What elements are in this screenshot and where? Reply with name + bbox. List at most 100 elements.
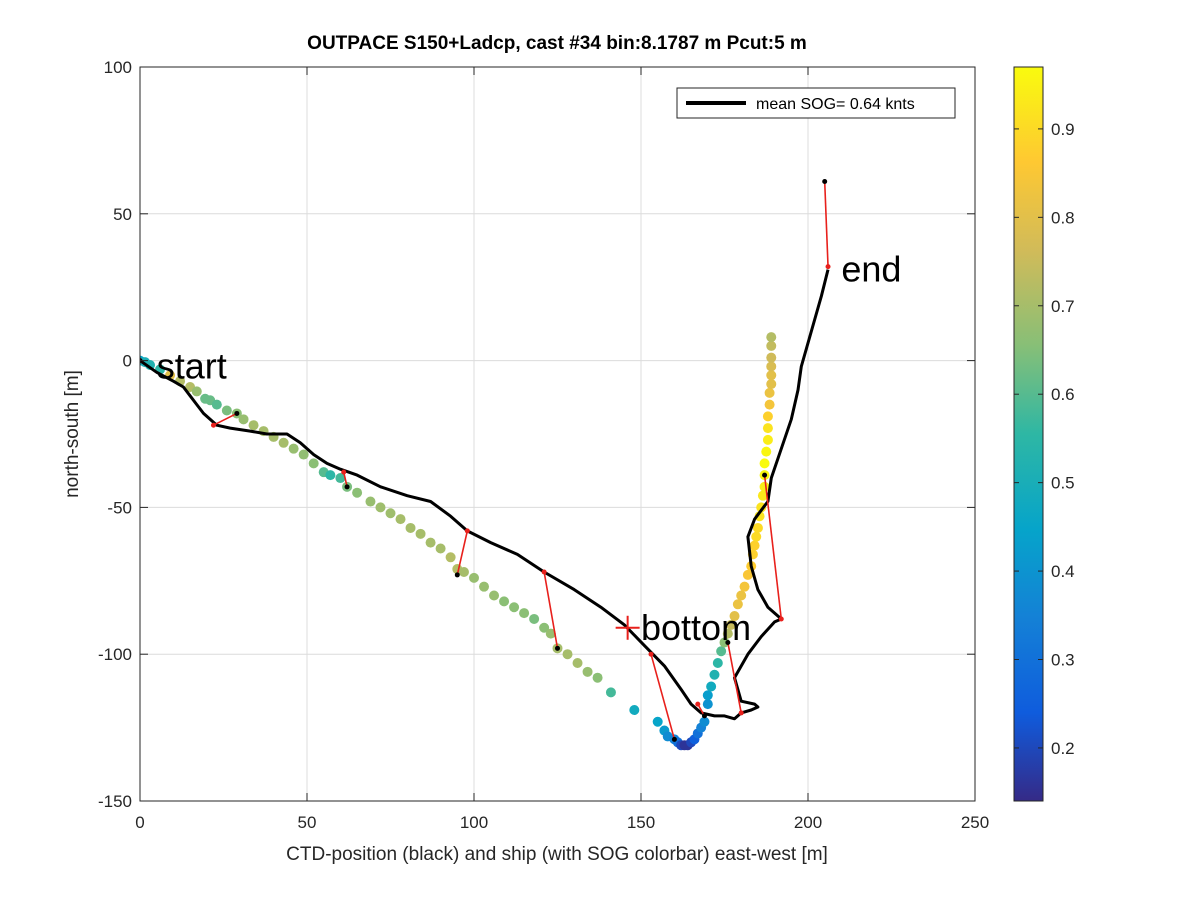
ship-sog-point — [764, 399, 775, 410]
ctd-sample-point — [210, 422, 216, 428]
y-tick-label: 0 — [123, 352, 132, 371]
ship-sog-point — [706, 681, 717, 692]
ship-sog-point — [712, 658, 723, 669]
ship-sample-point — [555, 645, 560, 651]
legend: mean SOG= 0.64 knts — [676, 87, 956, 119]
y-tick-label: 50 — [113, 205, 132, 224]
ship-sog-point — [365, 496, 376, 507]
colorbar-tick-label: 0.7 — [1051, 297, 1075, 316]
ship-sog-point — [308, 458, 319, 469]
ship-sog-point — [766, 352, 777, 363]
ctd-ship-link — [823, 181, 829, 267]
ship-sog-point — [562, 649, 573, 660]
ship-sog-point — [766, 379, 777, 390]
ship-sog-point — [458, 566, 469, 577]
ship-sample-point — [234, 410, 240, 416]
ship-sog-point — [762, 434, 773, 445]
ship-sog-point — [729, 611, 740, 622]
annotations: start bottom end — [157, 249, 902, 648]
ship-sample-point — [822, 179, 828, 185]
ctd-sample-point — [541, 569, 547, 575]
ship-sog-point — [479, 581, 490, 592]
data-layer — [140, 179, 831, 751]
ship-sog-point — [425, 537, 436, 548]
ship-sog-point — [582, 666, 593, 677]
ship-sog-point — [751, 531, 762, 542]
ship-sample-point — [701, 713, 707, 719]
colorbar-tick-label: 0.9 — [1051, 120, 1075, 139]
x-tick-label: 0 — [135, 813, 144, 832]
chart-title: OUTPACE S150+Ladcp, cast #34 bin:8.1787 … — [307, 33, 807, 54]
colorbar-tick-label: 0.6 — [1051, 385, 1075, 404]
colorbar-tick-label: 0.5 — [1051, 474, 1075, 493]
ctd-sample-point — [341, 469, 347, 475]
ship-sog-point — [572, 658, 583, 669]
ship-sog-point — [742, 569, 753, 580]
ship-sog-point — [726, 619, 737, 630]
grid — [140, 67, 975, 801]
ship-sog-point — [761, 446, 772, 457]
y-axis-label: north-south [m] — [62, 370, 83, 498]
ship-sog-point — [395, 514, 406, 525]
ship-sog-point — [278, 437, 289, 448]
ctd-ship-link — [342, 471, 348, 488]
ship-sog-point — [759, 481, 770, 492]
ship-sog-point — [415, 528, 426, 539]
colorbar-tick-label: 0.4 — [1051, 562, 1075, 581]
ship-sog-point — [335, 473, 346, 484]
ship-sog-point — [469, 572, 479, 583]
ship-sample-point — [671, 736, 677, 742]
colorbar-ticks: 0.2 0.3 0.4 0.5 0.6 0.7 0.8 0.9 — [1014, 120, 1075, 758]
ship-sog-point — [766, 370, 777, 381]
axes-box — [139, 66, 976, 802]
ship-sog-point — [238, 414, 249, 425]
ship-sog-point — [605, 687, 616, 698]
ship-sog-point — [736, 590, 747, 601]
ship-sog-point — [489, 590, 500, 601]
ctd-ship-link — [456, 530, 469, 576]
ship-sog-point — [732, 599, 743, 610]
ctd-sample-point — [825, 264, 831, 270]
ship-sog-point — [702, 699, 713, 710]
ship-sog-point — [709, 669, 720, 680]
ctd-ship-link — [213, 412, 238, 426]
ship-sog-point — [766, 340, 777, 351]
ship-sog-point — [652, 716, 663, 727]
x-axis-label: CTD-position (black) and ship (with SOG … — [286, 844, 828, 865]
ship-sog-point — [191, 386, 202, 397]
ship-sog-point — [629, 704, 640, 715]
y-tick-label: -50 — [107, 498, 132, 517]
ship-sog-point — [509, 602, 520, 613]
ship-sog-point — [445, 552, 456, 563]
annotation-bottom: bottom — [641, 607, 751, 648]
ship-sog-point — [766, 332, 777, 343]
ctd-sample-point — [464, 528, 470, 534]
ship-sog-point — [739, 581, 750, 592]
ship-sog-point — [699, 716, 710, 727]
ship-sog-point — [762, 423, 773, 434]
ship-sog-point — [545, 628, 556, 639]
colorbar-tick-label: 0.3 — [1051, 651, 1075, 670]
legend-label: mean SOG= 0.64 knts — [756, 96, 915, 113]
x-tick-label: 50 — [298, 813, 317, 832]
ship-sog-point — [759, 458, 770, 469]
ship-sog-point — [288, 443, 299, 454]
y-tick-label: -100 — [98, 645, 132, 664]
ship-sog-point — [592, 672, 603, 683]
ship-sog-point — [435, 543, 446, 554]
axis-ticks: 0 50 100 150 200 250 -150 -100 -50 0 50 100 — [98, 58, 989, 832]
ship-sog-point — [529, 613, 540, 624]
ship-sog-point — [722, 628, 733, 639]
ctd-sample-point — [648, 651, 654, 657]
ctd-sample-point — [778, 616, 784, 622]
ctd-ship-link — [650, 653, 676, 740]
colorbar: 0.2 0.3 0.4 0.5 0.6 0.7 0.8 0.9 — [1013, 66, 1075, 802]
annotation-start: start — [157, 345, 227, 386]
x-tick-label: 200 — [794, 813, 822, 832]
ship-sample-point — [762, 472, 768, 478]
ship-sog-point — [539, 622, 550, 633]
ship-sog-point — [766, 361, 777, 372]
ship-sog-point — [375, 502, 386, 513]
ship-sog-point — [211, 399, 222, 410]
